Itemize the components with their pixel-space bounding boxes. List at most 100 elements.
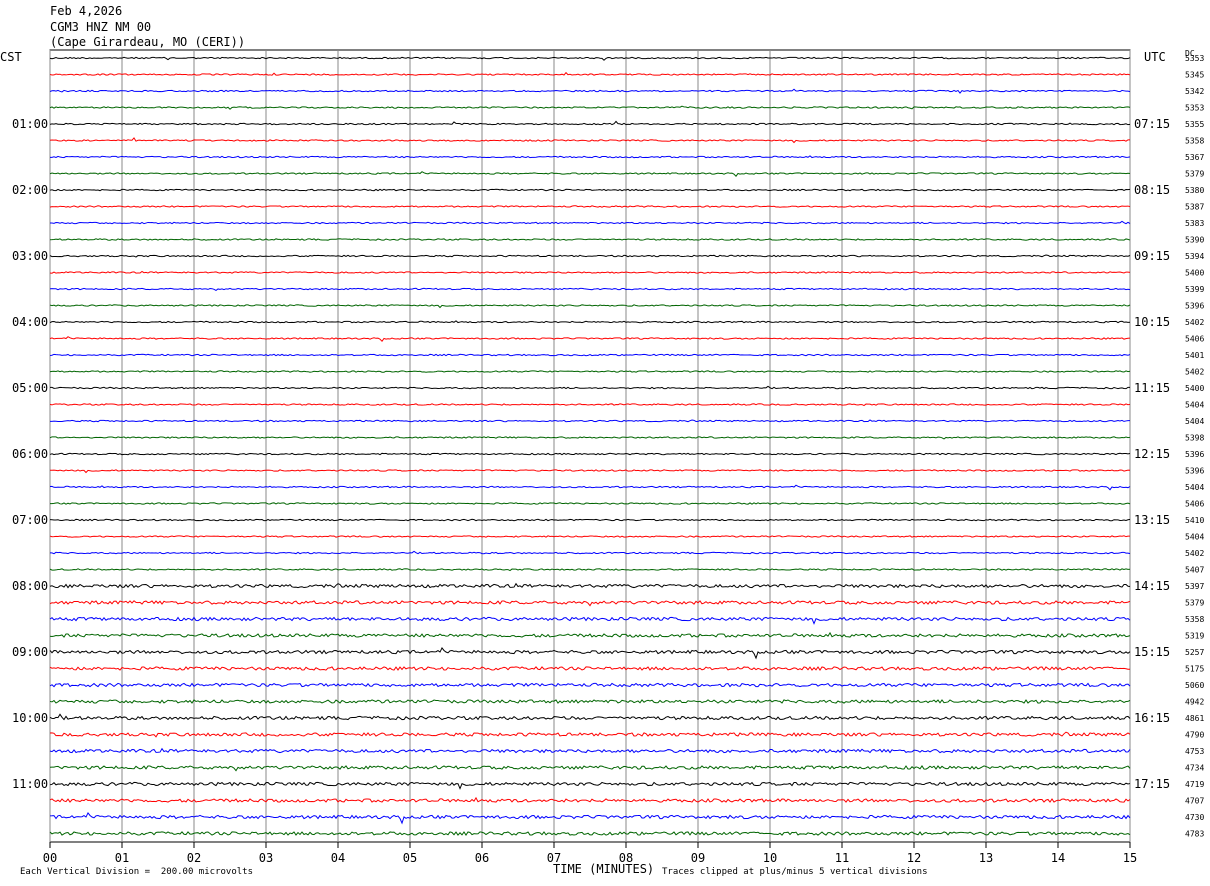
right-time-label: 07:15 bbox=[1134, 117, 1170, 131]
dc-offset-label: 4942 bbox=[1185, 698, 1204, 707]
dc-offset-label: 5319 bbox=[1185, 632, 1204, 641]
x-tick-label: 03 bbox=[259, 851, 273, 865]
seismic-trace bbox=[49, 120, 1131, 126]
seismic-trace bbox=[49, 550, 1131, 555]
left-time-label: 03:00 bbox=[12, 249, 48, 263]
right-time-label: 12:15 bbox=[1134, 447, 1170, 461]
seismic-trace bbox=[49, 220, 1131, 225]
seismic-trace bbox=[49, 205, 1131, 208]
left-time-label: 09:00 bbox=[12, 645, 48, 659]
dc-offset-label: 4730 bbox=[1185, 813, 1204, 822]
dc-offset-label: 5175 bbox=[1185, 665, 1204, 674]
seismic-trace bbox=[49, 385, 1131, 390]
dc-offset-label: 4719 bbox=[1185, 780, 1204, 789]
right-time-label: 08:15 bbox=[1134, 183, 1170, 197]
right-time-label: 16:15 bbox=[1134, 711, 1170, 725]
x-tick-label: 11 bbox=[835, 851, 849, 865]
dc-offset-label: 5379 bbox=[1185, 170, 1204, 179]
dc-offset-label: 4753 bbox=[1185, 747, 1204, 756]
seismic-trace bbox=[49, 682, 1131, 688]
right-time-label: 09:15 bbox=[1134, 249, 1170, 263]
seismic-trace bbox=[49, 765, 1131, 772]
trace-layer bbox=[49, 56, 1131, 836]
dc-offset-label: 5380 bbox=[1185, 186, 1204, 195]
dc-offset-label: 5399 bbox=[1185, 285, 1204, 294]
dc-offset-label: 5355 bbox=[1185, 120, 1204, 129]
x-tick-label: 04 bbox=[331, 851, 345, 865]
dc-offset-label: 5406 bbox=[1185, 335, 1204, 344]
right-time-label: 13:15 bbox=[1134, 513, 1170, 527]
left-time-label: 07:00 bbox=[12, 513, 48, 527]
right-time-label: 10:15 bbox=[1134, 315, 1170, 329]
dc-offset-label: 5367 bbox=[1185, 153, 1204, 162]
seismic-trace bbox=[49, 731, 1131, 738]
dc-offset-label: 5396 bbox=[1185, 302, 1204, 311]
x-tick-label: 02 bbox=[187, 851, 201, 865]
seismic-trace bbox=[49, 831, 1131, 836]
x-axis-title: TIME (MINUTES) bbox=[553, 862, 655, 876]
x-tick-label: 12 bbox=[907, 851, 921, 865]
dc-offset-label: 5396 bbox=[1185, 450, 1204, 459]
seismic-trace bbox=[49, 568, 1131, 572]
plot-date: Feb 4,2026 bbox=[50, 4, 123, 18]
seismic-trace bbox=[49, 646, 1131, 660]
dc-offset-label: 5353 bbox=[1185, 104, 1204, 113]
seismic-trace bbox=[49, 502, 1131, 505]
seismic-trace bbox=[49, 88, 1131, 94]
x-tick-label: 13 bbox=[979, 851, 993, 865]
plot-frame bbox=[49, 49, 1131, 843]
left-time-label: 10:00 bbox=[12, 711, 48, 725]
seismic-trace bbox=[49, 155, 1131, 159]
seismic-trace bbox=[49, 796, 1131, 803]
left-time-label: 11:00 bbox=[12, 777, 48, 791]
dc-offset-label: 5390 bbox=[1185, 236, 1204, 245]
seismic-trace bbox=[49, 137, 1130, 144]
dc-offset-header: DC bbox=[1185, 49, 1195, 58]
dc-offset-label: 5402 bbox=[1185, 318, 1204, 327]
dc-offset-label: 5402 bbox=[1185, 549, 1204, 558]
seismic-trace bbox=[49, 270, 1131, 274]
seismic-trace bbox=[49, 452, 1131, 456]
seismic-trace bbox=[49, 535, 1131, 538]
dc-offset-label: 5379 bbox=[1185, 599, 1204, 608]
right-time-label: 14:15 bbox=[1134, 579, 1170, 593]
seismic-trace bbox=[49, 484, 1131, 491]
seismic-trace bbox=[49, 71, 1131, 76]
dc-offset-label: 5342 bbox=[1185, 87, 1204, 96]
dc-offset-label: 4790 bbox=[1185, 731, 1204, 740]
seismic-trace bbox=[49, 353, 1131, 357]
seismic-trace bbox=[49, 811, 1131, 825]
seismic-trace bbox=[49, 616, 1131, 625]
dc-offset-label: 5406 bbox=[1185, 500, 1204, 509]
dc-offset-label: 5257 bbox=[1185, 648, 1204, 657]
x-tick-label: 09 bbox=[691, 851, 705, 865]
seismic-trace bbox=[49, 666, 1130, 671]
seismic-trace bbox=[49, 469, 1131, 474]
right-time-label: 11:15 bbox=[1134, 381, 1170, 395]
dc-offset-label: 5060 bbox=[1185, 681, 1204, 690]
vertical-division-note: Each Vertical Division = 200.00 microvol… bbox=[20, 867, 253, 877]
left-time-label: 02:00 bbox=[12, 183, 48, 197]
dc-offset-label: 5358 bbox=[1185, 137, 1204, 146]
seismic-trace bbox=[49, 747, 1131, 754]
left-time-label: 06:00 bbox=[12, 447, 48, 461]
seismic-trace bbox=[49, 171, 1131, 177]
x-tick-label: 10 bbox=[763, 851, 777, 865]
station-location: (Cape Girardeau, MO (CERI)) bbox=[50, 35, 246, 49]
dc-offset-label: 5410 bbox=[1185, 516, 1204, 525]
dc-offset-label: 5404 bbox=[1185, 401, 1204, 410]
station-name: CGM3 HNZ NM 00 bbox=[50, 20, 152, 34]
dc-offset-label: 4707 bbox=[1185, 797, 1204, 806]
seismic-trace bbox=[49, 713, 1131, 721]
left-timezone-label: CST bbox=[0, 50, 22, 64]
right-time-label: 17:15 bbox=[1134, 777, 1170, 791]
right-time-label: 15:15 bbox=[1134, 645, 1170, 659]
dc-offset-label: 4783 bbox=[1185, 830, 1204, 839]
dc-offset-label: 5345 bbox=[1185, 71, 1204, 80]
seismic-trace bbox=[50, 419, 1131, 423]
seismic-trace bbox=[49, 254, 1131, 258]
right-timezone-label: UTC bbox=[1144, 50, 1166, 64]
seismic-trace bbox=[49, 631, 1131, 638]
x-tick-label: 14 bbox=[1051, 851, 1065, 865]
